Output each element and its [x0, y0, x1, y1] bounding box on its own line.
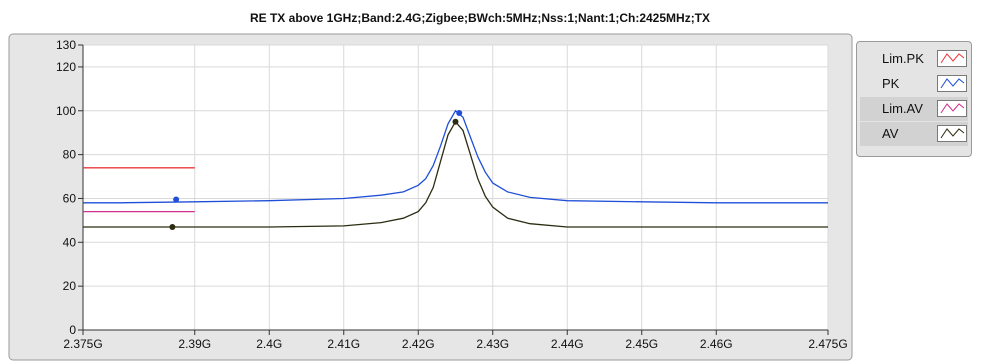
series-line-pk — [83, 109, 828, 204]
x-tick-label: 2.4G — [256, 337, 282, 351]
legend-item-lim-av[interactable]: Lim.AV — [860, 97, 968, 121]
y-tick-label: 40 — [63, 235, 77, 249]
x-tick-label: 2.44G — [551, 337, 584, 351]
plot-area-upper — [83, 45, 828, 192]
plot-area-lower — [83, 191, 828, 330]
legend-swatch-lim-pk — [937, 50, 967, 67]
legend-item-pk[interactable]: PK — [860, 72, 968, 96]
y-tick-label: 100 — [56, 104, 76, 118]
legend-label: Lim.PK — [882, 51, 924, 66]
marker-av — [169, 223, 176, 230]
legend-item-lim-pk[interactable]: Lim.PK — [860, 47, 968, 71]
legend-swatch-lim-av — [937, 100, 967, 117]
y-ticks: 0 20 40 60 80 100 120 130 — [56, 38, 83, 337]
legend-item-av[interactable]: AV — [860, 122, 968, 146]
legend-label: Lim.AV — [882, 101, 923, 116]
axes — [82, 45, 828, 331]
x-tick-label: 2.45G — [625, 337, 658, 351]
legend-label: AV — [882, 126, 899, 141]
x-tick-label: 2.375G — [63, 337, 102, 351]
series-layer — [83, 109, 828, 230]
x-tick-label: 2.475G — [808, 337, 847, 351]
y-tick-label: 80 — [63, 148, 77, 162]
x-tick-label: 2.46G — [700, 337, 733, 351]
legend-swatch-pk — [937, 75, 967, 92]
x-tick-label: 2.42G — [402, 337, 435, 351]
plot-background — [83, 45, 828, 330]
marker-pk — [173, 196, 180, 203]
legend-swatch-av — [937, 125, 967, 142]
x-tick-label: 2.39G — [178, 337, 211, 351]
marker-av — [452, 118, 459, 125]
legend: Lim.PK PK Lim.AV AV — [856, 41, 972, 157]
x-ticks: 2.375G 2.39G 2.4G 2.41G 2.42G 2.43G 2.44G 2.45G… — [63, 330, 848, 351]
y-tick-label: 130 — [56, 38, 76, 52]
y-tick-label: 120 — [56, 60, 76, 74]
y-tick-label: 0 — [69, 323, 76, 337]
x-tick-label: 2.41G — [327, 337, 360, 351]
legend-label: PK — [882, 76, 900, 91]
y-tick-label: 20 — [63, 279, 77, 293]
x-tick-label: 2.43G — [476, 337, 509, 351]
chart-title: RE TX above 1GHz;Band:2.4G;Zigbee;BWch:5… — [250, 11, 710, 25]
y-tick-label: 60 — [63, 191, 77, 205]
marker-pk — [456, 109, 463, 116]
